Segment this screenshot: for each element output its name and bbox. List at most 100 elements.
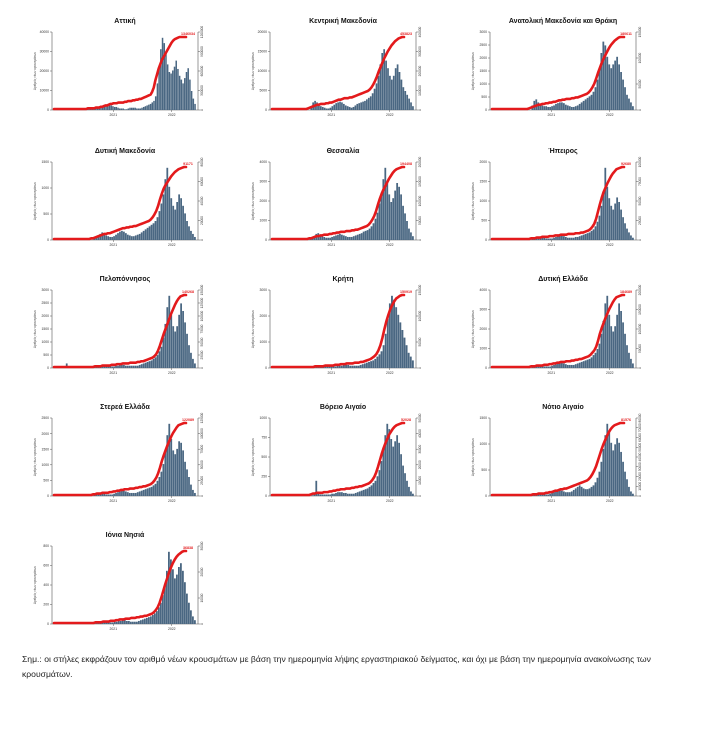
bar — [166, 64, 169, 110]
bar — [610, 326, 613, 368]
bar — [620, 72, 622, 110]
bar — [408, 486, 410, 496]
bar — [105, 235, 108, 240]
y2-tick-label: 100000 — [418, 85, 422, 96]
bar — [543, 237, 546, 240]
y2-tick-label: 10000 — [638, 482, 642, 491]
y-tick-label: 4000 — [479, 288, 487, 292]
bar — [359, 364, 362, 368]
bar — [632, 493, 634, 496]
bar — [177, 68, 179, 110]
bar — [331, 493, 333, 496]
bar — [564, 492, 567, 496]
y2-tick-label: 70000 — [638, 423, 642, 432]
bar — [555, 491, 557, 496]
bar — [608, 198, 611, 240]
bar — [188, 477, 190, 496]
bar — [563, 363, 565, 368]
chart-svg: Αριθμός νέων κρουσμάτων 0 500 1000 1500 2000 0… — [471, 156, 642, 247]
bar — [370, 485, 373, 496]
bar — [559, 489, 561, 496]
bar — [180, 79, 183, 110]
bar — [588, 488, 591, 496]
y2-tick-label: 0 — [418, 239, 422, 241]
chart-title: Ήπειρος — [548, 148, 578, 155]
y-axis-label: Αριθμός νέων κρουσμάτων — [471, 181, 475, 220]
chart-svg: Αριθμός νέων κρουσμάτων02505007501000010… — [251, 413, 422, 503]
bar — [140, 620, 142, 624]
bar — [620, 209, 622, 240]
bar — [373, 88, 376, 110]
bar — [125, 109, 128, 110]
bar — [172, 205, 175, 240]
y2-tick-label: 200000 — [418, 156, 422, 167]
bar — [381, 53, 384, 110]
bar — [586, 97, 589, 110]
bar — [549, 366, 551, 368]
bar — [378, 354, 381, 368]
bar — [616, 197, 619, 240]
bar — [95, 108, 97, 110]
bar — [130, 236, 133, 240]
y2-tick-label: 75000 — [200, 324, 204, 333]
bar — [144, 229, 147, 240]
bar — [626, 345, 628, 368]
bar — [184, 78, 186, 110]
bar — [355, 365, 358, 368]
chart-panel: Αττική Αριθμός νέων κρουσμάτων 0 10000 20000… — [22, 18, 228, 128]
bar — [333, 493, 335, 496]
x-tick-label: 2022 — [168, 113, 176, 117]
y-tick-label: 0 — [265, 494, 267, 498]
y-tick-label: 3000 — [479, 308, 487, 312]
bar — [186, 469, 188, 496]
bar — [166, 435, 169, 496]
bar — [164, 179, 167, 240]
bar — [170, 314, 173, 368]
chart-title: Κεντρική Μακεδονία — [309, 18, 377, 25]
bar — [570, 237, 573, 240]
bar — [186, 593, 188, 624]
bar — [547, 106, 549, 110]
bar — [561, 102, 563, 110]
chart-title: Πελοπόννησος — [99, 276, 151, 283]
bar — [174, 454, 177, 496]
y2-tick-label: 0 — [638, 109, 642, 111]
chart-svg: Αριθμός νέων κρουσμάτων 0 500 1000 1500 0 1000… — [471, 413, 642, 503]
bar — [138, 233, 141, 240]
x-tick-label: 2021 — [548, 499, 556, 503]
bar — [394, 441, 397, 496]
bar — [132, 492, 135, 496]
y2-tick-label: 50000 — [418, 337, 422, 346]
cumulative-line — [490, 293, 626, 369]
bar — [370, 226, 373, 240]
bar — [330, 366, 333, 368]
bar — [136, 621, 138, 624]
chart-svg: Αριθμός νέων κρουσμάτων 0 10000 20000 30000 4… — [33, 26, 204, 117]
bar — [343, 235, 345, 240]
x-tick-label: 2021 — [110, 499, 118, 503]
bar — [362, 489, 365, 496]
bar — [400, 454, 402, 496]
bar — [401, 330, 404, 368]
bar — [376, 476, 379, 496]
bar — [327, 237, 329, 240]
bar — [141, 107, 143, 110]
bar — [409, 356, 412, 368]
bar — [111, 236, 113, 240]
y2-tick-label: 100000 — [638, 156, 642, 167]
bar — [594, 482, 597, 496]
y-tick-label: 800 — [43, 544, 49, 548]
bar — [408, 228, 410, 240]
bar — [156, 480, 159, 496]
cumulative-line — [52, 421, 188, 497]
bar — [564, 104, 567, 110]
bar — [412, 493, 414, 496]
bar — [600, 53, 603, 110]
bar — [630, 358, 632, 368]
bar — [570, 364, 573, 368]
chart-title: Δυτική Ελλάδα — [538, 276, 588, 283]
bar — [356, 234, 359, 240]
y2-tick-label: 25000 — [638, 216, 642, 225]
y2-tick-label: 150000 — [638, 304, 642, 315]
bar — [347, 364, 350, 368]
